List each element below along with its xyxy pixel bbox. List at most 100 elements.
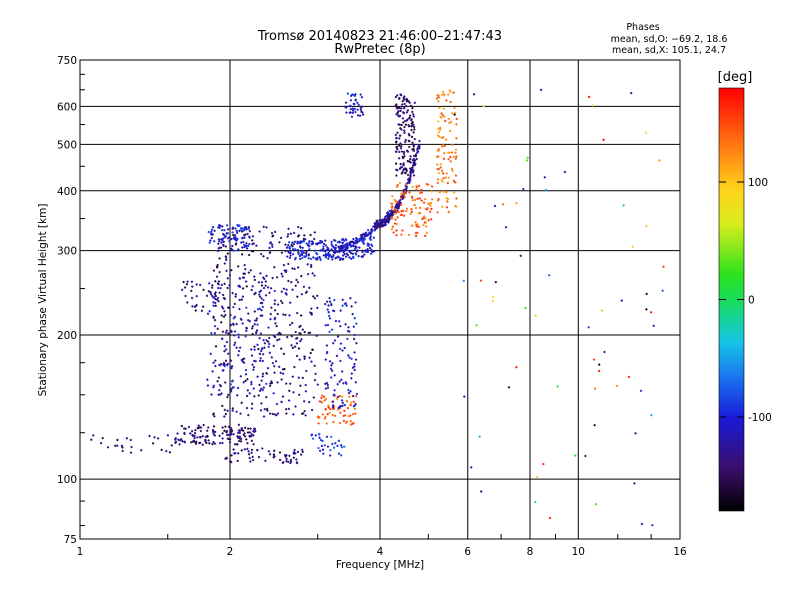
data-point [352, 366, 354, 369]
data-point [412, 171, 414, 174]
data-point [348, 415, 350, 418]
data-point [340, 247, 342, 250]
data-point [261, 297, 263, 300]
data-point [251, 402, 253, 405]
data-point [183, 427, 185, 430]
data-point [325, 358, 327, 361]
data-point [405, 210, 407, 213]
data-point [352, 395, 354, 398]
data-point [229, 274, 231, 277]
data-point [316, 306, 318, 309]
data-point [148, 434, 151, 438]
data-point [409, 158, 411, 161]
data-point [423, 201, 425, 204]
data-point [344, 253, 346, 256]
data-point [290, 232, 292, 235]
data-point [140, 449, 142, 452]
data-point [391, 209, 393, 212]
data-point [399, 93, 402, 96]
data-point [355, 403, 357, 406]
data-point [209, 239, 211, 242]
data-point [265, 294, 267, 297]
data-point [254, 319, 256, 322]
data-point [222, 426, 224, 429]
data-point [210, 232, 212, 235]
data-point [399, 181, 401, 185]
data-point [288, 454, 290, 457]
data-point [292, 245, 294, 248]
data-point [334, 442, 336, 445]
data-point [321, 401, 323, 404]
data-point [310, 312, 313, 315]
data-point [122, 449, 124, 453]
data-point [416, 185, 418, 189]
data-point [364, 249, 366, 252]
data-point [403, 195, 405, 198]
y-tick-label: 200 [57, 330, 77, 342]
data-point [346, 244, 348, 247]
data-point [337, 241, 339, 244]
data-point [444, 119, 446, 123]
data-point [417, 151, 419, 154]
data-point [244, 268, 246, 271]
data-point [236, 237, 239, 241]
data-point [241, 427, 243, 430]
data-point [251, 354, 253, 357]
data-point [412, 199, 414, 202]
data-point [352, 107, 354, 110]
data-point [402, 157, 404, 160]
data-point [219, 271, 221, 274]
data-point [233, 448, 235, 451]
data-point [342, 258, 344, 261]
data-point [421, 199, 423, 202]
data-point [293, 456, 295, 459]
data-point [298, 347, 300, 350]
data-point [451, 169, 454, 172]
data-point [447, 151, 449, 154]
data-point [327, 308, 329, 311]
data-point [321, 439, 324, 443]
data-point [360, 106, 362, 110]
data-point [273, 365, 275, 368]
data-point [284, 243, 287, 246]
data-point [265, 280, 267, 283]
data-point [307, 273, 309, 276]
data-point [408, 145, 410, 149]
data-point [222, 369, 224, 372]
data-point [153, 436, 156, 439]
data-point [348, 256, 351, 259]
data-point [333, 250, 335, 253]
data-point [351, 357, 353, 360]
data-point [263, 339, 265, 342]
data-point [288, 399, 290, 402]
data-point [231, 365, 233, 368]
data-point [446, 196, 448, 200]
data-point [219, 442, 221, 445]
data-point [228, 240, 230, 243]
data-point [347, 388, 349, 392]
data-point [337, 255, 339, 258]
data-point [588, 95, 590, 98]
data-point [227, 286, 229, 290]
data-point [208, 442, 210, 445]
data-point [291, 267, 293, 270]
data-point [374, 222, 376, 225]
data-point [184, 286, 186, 289]
data-point [401, 150, 403, 153]
data-point [259, 230, 261, 233]
data-point [285, 454, 287, 457]
data-point [225, 258, 227, 261]
data-point [437, 178, 439, 181]
data-point [301, 293, 303, 296]
data-point [330, 364, 332, 367]
data-point [226, 457, 228, 460]
data-point [226, 364, 228, 367]
data-point [285, 455, 287, 458]
data-point [195, 309, 197, 312]
data-point [272, 234, 274, 237]
data-point [540, 88, 542, 91]
data-point [251, 439, 253, 442]
y-axis-label: Stationary phase Virtual Height [km] [37, 204, 49, 397]
data-point [479, 435, 481, 438]
data-point [324, 250, 326, 253]
